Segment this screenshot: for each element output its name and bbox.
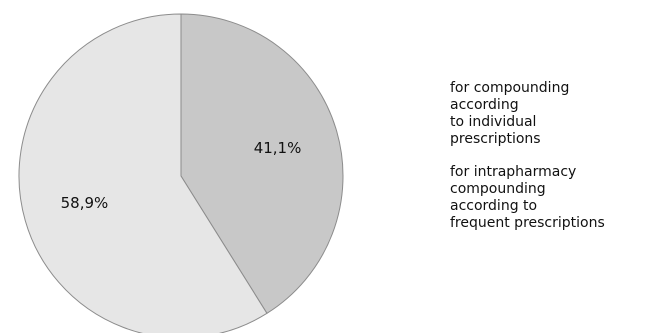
- legend: for compounding according to individual …: [450, 80, 645, 248]
- slice-value-label-1: 41,1%: [254, 139, 302, 157]
- pie-slice-2: [18, 13, 268, 333]
- legend-item-frequent-prescriptions: for intrapharmacy compounding according …: [450, 164, 605, 231]
- legend-item-individual-prescriptions: for compounding according to individual …: [450, 80, 570, 147]
- pie-slice-1: [180, 13, 344, 315]
- slice-value-label-2: 58,9%: [61, 194, 109, 212]
